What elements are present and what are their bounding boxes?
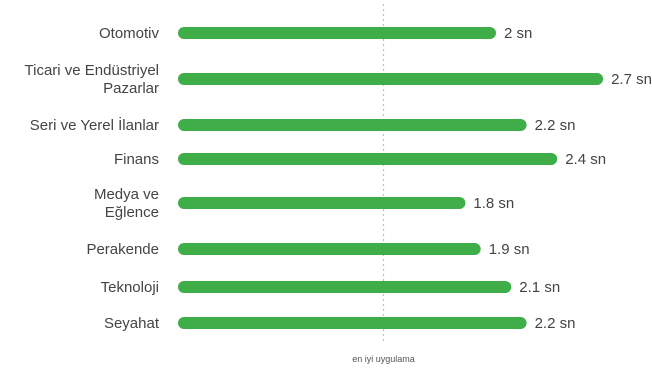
reference-line-label: en iyi uygulama [352, 354, 415, 364]
value-label-2: 2.2 sn [535, 117, 576, 134]
value-label-7: 2.2 sn [535, 315, 576, 332]
value-label-5: 1.9 sn [489, 241, 530, 258]
category-label-1-0: Ticari ve Endüstriyel [25, 62, 160, 79]
value-label-3: 2.4 sn [565, 151, 606, 168]
value-label-1: 2.7 sn [611, 71, 652, 88]
category-label-5: Perakende [86, 241, 159, 258]
value-label-0: 2 sn [504, 25, 532, 42]
value-label-6: 2.1 sn [519, 279, 560, 296]
category-label-4-0: Medya ve [94, 186, 159, 203]
category-label-4-1: Eğlence [105, 204, 159, 221]
category-label-0: Otomotiv [99, 25, 160, 42]
category-label-7: Seyahat [104, 315, 160, 332]
category-label-6: Teknoloji [101, 279, 159, 296]
value-label-4: 1.8 sn [473, 195, 514, 212]
category-label-1-1: Pazarlar [103, 80, 159, 97]
category-label-3: Finans [114, 151, 159, 168]
category-label-2: Seri ve Yerel İlanlar [30, 116, 159, 134]
